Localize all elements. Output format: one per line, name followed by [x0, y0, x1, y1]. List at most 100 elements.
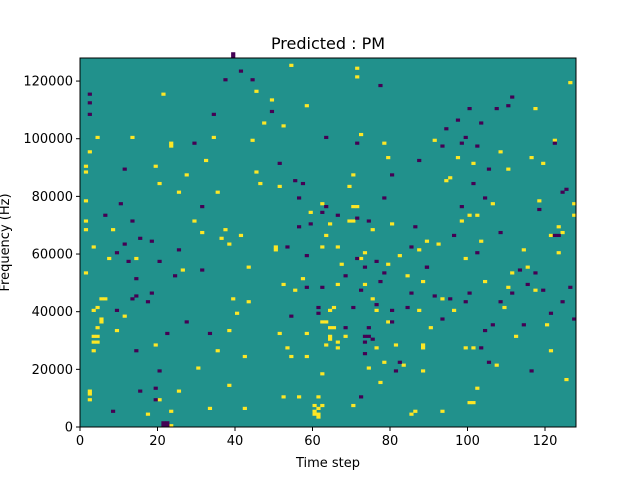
heatmap-cell-low — [114, 251, 120, 255]
heatmap-cell-low — [483, 196, 488, 200]
heatmap-cell-high — [471, 346, 476, 350]
heatmap-cell-high — [471, 401, 476, 405]
heatmap-cell-high — [316, 412, 321, 416]
heatmap-cell-high — [254, 170, 259, 174]
heatmap-cell-high — [184, 173, 189, 177]
heatmap-cell-high — [347, 219, 352, 223]
heatmap-cell-high — [510, 271, 515, 275]
heatmap-cell-high — [463, 346, 468, 350]
heatmap-cell-high — [320, 245, 325, 249]
heatmap-cell-high — [324, 233, 329, 238]
heatmap-cell-high — [548, 233, 554, 238]
x-tick-label: 60 — [304, 434, 321, 449]
heatmap-cell-high — [95, 305, 100, 310]
heatmap-cell-low — [335, 213, 340, 217]
y-axis-label: Frequency (Hz) — [0, 193, 13, 291]
heatmap-cell-high — [370, 297, 375, 301]
heatmap-cell-low — [417, 158, 422, 163]
heatmap-cell-high — [215, 190, 220, 194]
heatmap-cell-high — [312, 403, 317, 408]
heatmap-cell-low — [130, 219, 135, 223]
heatmap-cell-low — [359, 288, 364, 292]
heatmap-cell-high — [134, 256, 139, 261]
y-tick-label: 20000 — [32, 363, 73, 378]
heatmap-cell-low — [498, 230, 503, 235]
heatmap-cell-high — [533, 288, 538, 292]
heatmap-cell-high — [572, 202, 577, 206]
heatmap-cell-high — [328, 334, 333, 338]
heatmap-cell-low — [409, 245, 414, 249]
y-tick-label: 80000 — [32, 190, 73, 205]
heatmap-cell-high — [359, 132, 364, 137]
heatmap-cell-low — [378, 83, 383, 88]
heatmap-cell-low — [390, 320, 395, 324]
heatmap-cell-low — [165, 421, 170, 425]
x-tick-label: 20 — [149, 434, 166, 449]
heatmap-cell-high — [355, 205, 360, 209]
heatmap-cell-high — [83, 219, 89, 223]
heatmap-cell-low — [362, 265, 368, 269]
y-tick-label: 100000 — [23, 132, 73, 147]
heatmap-cell-low — [149, 291, 154, 295]
heatmap-cell-high — [440, 297, 445, 301]
heatmap-cell-low — [537, 207, 542, 212]
heatmap-cell-low — [173, 274, 178, 278]
heatmap-cell-low — [459, 141, 464, 145]
heatmap-cell-high — [250, 138, 255, 142]
heatmap-cell-high — [316, 406, 321, 410]
heatmap-cell-high — [161, 92, 166, 96]
heatmap-cell-high — [180, 268, 185, 272]
heatmap-cell-low — [541, 288, 546, 292]
heatmap-cell-high — [95, 135, 100, 140]
heatmap-cell-low — [114, 308, 120, 312]
heatmap-cell-low — [525, 282, 530, 287]
heatmap-cell-high — [351, 403, 356, 408]
heatmap-cell-low — [366, 326, 371, 330]
heatmap-cell-high — [421, 279, 426, 284]
heatmap-cell-high — [277, 184, 282, 189]
heatmap-cell-low — [486, 167, 492, 171]
heatmap-cell-high — [339, 262, 344, 266]
heatmap-cell-low — [510, 291, 515, 295]
heatmap-cell-high — [335, 245, 340, 249]
heatmap-cell-low — [390, 173, 395, 177]
heatmap-cell-high — [320, 202, 325, 206]
heatmap-cell-high — [452, 308, 457, 312]
heatmap-cell-high — [281, 124, 286, 128]
heatmap-cell-high — [122, 314, 127, 318]
heatmap-cell-low — [510, 95, 515, 99]
heatmap-cell-low — [351, 305, 356, 310]
heatmap-cell-high — [432, 138, 437, 142]
heatmap-cell-high — [95, 334, 100, 338]
heatmap-cell-low — [211, 112, 216, 116]
heatmap-cell-low — [87, 112, 92, 116]
heatmap-cell-high — [219, 236, 224, 240]
heatmap-cell-low — [475, 144, 480, 148]
heatmap-cell-low — [320, 210, 325, 214]
heatmap-cell-high — [390, 222, 395, 226]
y-tick-label: 40000 — [32, 305, 73, 320]
heatmap-cell-low — [126, 259, 131, 263]
heatmap-cell-high — [99, 317, 104, 321]
heatmap-cell-high — [386, 156, 391, 160]
heatmap-cell-high — [200, 230, 205, 235]
x-axis-ticks: 0 20 40 60 80 100 120 — [76, 427, 557, 449]
heatmap-cell-high — [436, 242, 441, 246]
heatmap-cell-high — [289, 63, 294, 67]
y-tick-label: 120000 — [23, 75, 73, 90]
heatmap-cell-low — [324, 205, 329, 209]
heatmap-cell-high — [374, 346, 379, 350]
heatmap-cell-low — [324, 135, 329, 140]
heatmap-cell-high — [246, 300, 251, 304]
heatmap-cell-high — [99, 297, 104, 301]
y-tick-label: 60000 — [32, 248, 73, 263]
heatmap-cell-low — [517, 268, 523, 272]
heatmap-cell-low — [362, 334, 368, 338]
heatmap-cell-low — [176, 248, 182, 252]
heatmap-cell-low — [448, 297, 453, 301]
heatmap-cell-low — [362, 352, 368, 356]
heatmap-cell-high — [355, 75, 360, 79]
heatmap-cell-low — [157, 259, 162, 263]
heatmap-cell-high — [525, 265, 530, 269]
